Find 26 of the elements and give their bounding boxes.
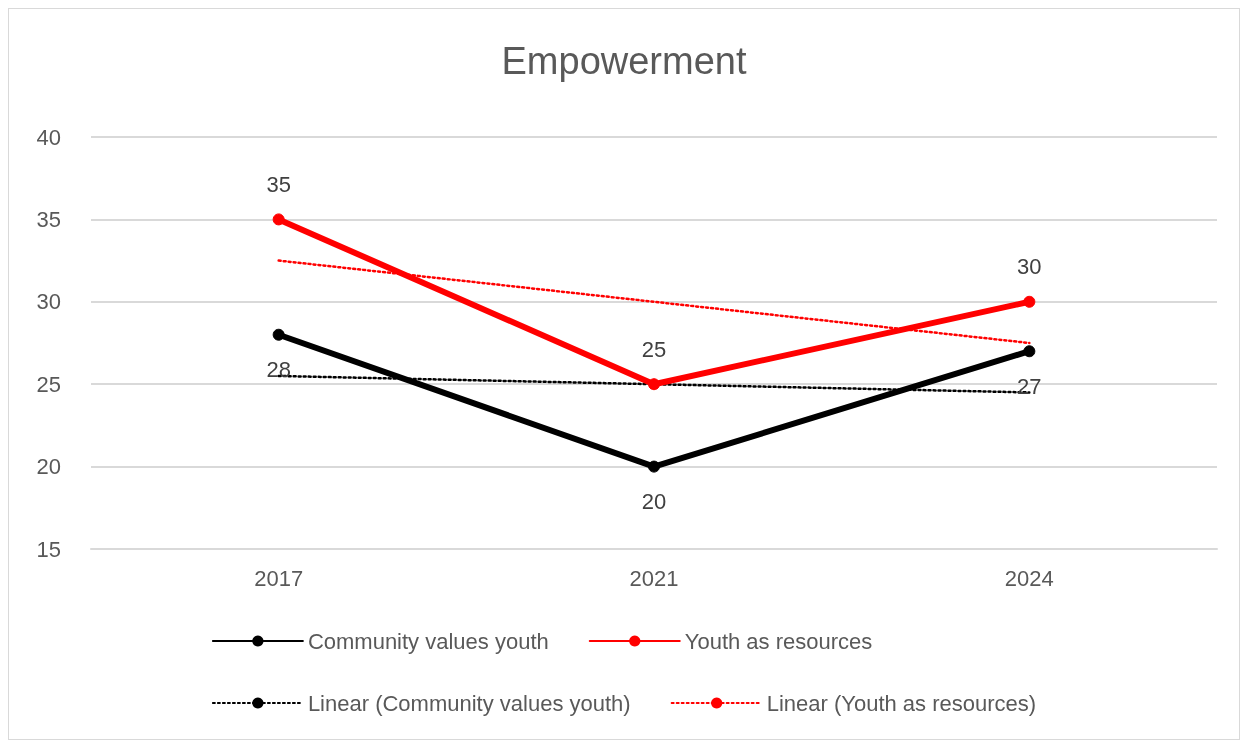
y-tick-label: 25 <box>36 371 61 397</box>
point <box>272 328 285 341</box>
legend-label: Community values youth <box>307 628 549 654</box>
data-label: 35 <box>266 171 291 197</box>
y-tick-label: 20 <box>36 454 61 480</box>
data-label: 28 <box>266 357 291 383</box>
y-tick-label: 35 <box>36 206 61 232</box>
point <box>1023 345 1036 358</box>
x-tick-label: 2024 <box>1004 565 1054 591</box>
data-label: 20 <box>641 489 667 515</box>
y-tick-label: 15 <box>36 536 61 562</box>
y-tick-label: 40 <box>36 124 61 150</box>
point <box>648 460 660 473</box>
data-label: 27 <box>1017 373 1042 399</box>
y-tick-label: 30 <box>36 289 61 315</box>
point <box>272 213 285 226</box>
x-tick-label: 2017 <box>254 565 304 591</box>
data-label: 30 <box>1017 254 1042 280</box>
legend-label: Linear (Youth as resources) <box>766 690 1037 716</box>
legend-label: Linear (Community values youth) <box>307 690 631 716</box>
data-label: 25 <box>641 336 667 362</box>
legend-label: Youth as resources <box>684 628 873 654</box>
chart-title: Empowerment <box>501 40 747 82</box>
point <box>1023 295 1036 308</box>
x-tick-label: 2021 <box>629 565 679 591</box>
point <box>648 378 660 391</box>
